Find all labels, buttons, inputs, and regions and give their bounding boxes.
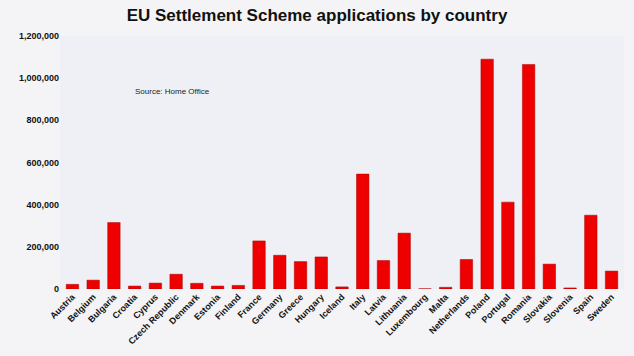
svg-text:Hungary: Hungary	[293, 292, 326, 325]
svg-text:Latvia: Latvia	[363, 291, 389, 317]
svg-text:1,200,000: 1,200,000	[19, 31, 59, 41]
svg-text:Source: Home Office: Source: Home Office	[135, 87, 210, 96]
svg-text:Romania: Romania	[499, 291, 534, 326]
svg-text:Belgium: Belgium	[66, 292, 98, 324]
svg-text:Cyprus: Cyprus	[131, 292, 160, 321]
svg-text:Italy: Italy	[348, 292, 368, 312]
svg-text:Slovakia: Slovakia	[521, 291, 555, 325]
svg-text:Slovenia: Slovenia	[541, 291, 575, 325]
svg-text:Spain: Spain	[571, 292, 595, 316]
svg-text:400,000: 400,000	[26, 200, 59, 210]
svg-text:200,000: 200,000	[26, 242, 59, 252]
svg-text:1,000,000: 1,000,000	[19, 73, 59, 83]
svg-text:Poland: Poland	[463, 292, 491, 320]
svg-text:Austria: Austria	[48, 291, 78, 321]
svg-text:800,000: 800,000	[26, 115, 59, 125]
svg-text:Czech Republic: Czech Republic	[126, 292, 180, 346]
svg-text:Croatia: Croatia	[110, 291, 140, 321]
svg-text:Iceland: Iceland	[318, 292, 347, 321]
svg-text:Lithuania: Lithuania	[373, 291, 409, 327]
svg-text:Malta: Malta	[427, 291, 451, 315]
svg-text:Estonia: Estonia	[192, 291, 223, 322]
svg-text:France: France	[236, 292, 264, 320]
svg-text:600,000: 600,000	[26, 158, 59, 168]
svg-text:Netherlands: Netherlands	[427, 292, 471, 336]
svg-text:Denmark: Denmark	[167, 291, 202, 326]
svg-text:Portugal: Portugal	[480, 292, 513, 325]
svg-text:Sweden: Sweden	[585, 292, 616, 323]
svg-text:Bulgaria: Bulgaria	[86, 291, 119, 324]
svg-text:Finland: Finland	[213, 292, 243, 322]
svg-text:Germany: Germany	[250, 292, 285, 327]
svg-text:Greece: Greece	[276, 292, 305, 321]
svg-text:EU Settlement Scheme applicati: EU Settlement Scheme applications by cou…	[127, 6, 508, 25]
svg-text:Luxembourg: Luxembourg	[384, 292, 430, 338]
svg-text:0: 0	[54, 284, 59, 294]
